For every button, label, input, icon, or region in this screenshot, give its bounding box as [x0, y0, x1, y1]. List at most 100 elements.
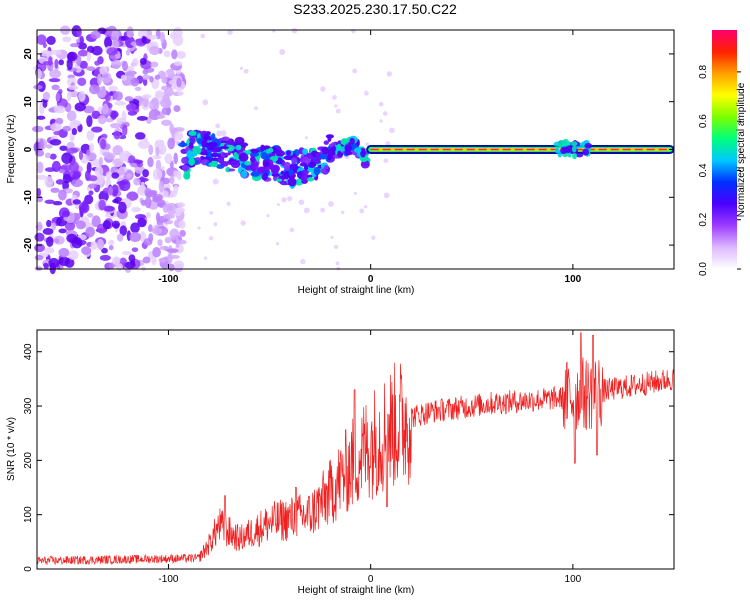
- noise-blob: [160, 166, 165, 171]
- spectrogram-x-ticks: -100 0 100: [158, 30, 582, 285]
- noise-blob: [78, 201, 90, 214]
- noise-blob: [36, 195, 44, 203]
- noise-blob: [144, 188, 153, 198]
- noise-dot: [383, 192, 390, 199]
- noise-blob: [44, 247, 55, 254]
- noise-blob: [113, 91, 123, 101]
- scatter-blob: [222, 152, 231, 156]
- noise-dot: [385, 140, 391, 147]
- scatter-blob: [217, 155, 225, 164]
- noise-blob: [137, 187, 143, 195]
- scatter-blob: [189, 136, 196, 144]
- scatter-blob: [241, 170, 248, 178]
- noise-blob: [127, 110, 138, 116]
- noise-blob: [156, 114, 166, 119]
- noise-blob: [167, 137, 176, 150]
- noise-blob: [66, 58, 73, 71]
- noise-blob: [158, 257, 167, 263]
- x-tick-label: -100: [158, 274, 178, 285]
- noise-blob: [152, 104, 158, 111]
- noise-blob: [138, 139, 150, 149]
- noise-blob: [34, 254, 44, 261]
- scatter-blob: [354, 147, 362, 154]
- noise-blob: [76, 28, 82, 38]
- noise-dot: [287, 196, 293, 202]
- noise-blob: [156, 143, 167, 156]
- noise-blob: [104, 36, 113, 49]
- noise-blob: [169, 228, 180, 240]
- noise-blob: [139, 57, 147, 65]
- x-tick-label: 0: [368, 574, 374, 585]
- burst-blob: [570, 141, 578, 147]
- noise-blob: [79, 35, 84, 46]
- noise-blob: [154, 74, 161, 80]
- noise-blob: [161, 106, 172, 116]
- noise-blob: [48, 78, 61, 83]
- noise-blob: [146, 34, 159, 40]
- noise-dot: [333, 244, 339, 250]
- noise-blob: [90, 159, 102, 167]
- noise-dot: [243, 68, 249, 74]
- noise-blob: [49, 138, 62, 146]
- noise-blob: [66, 141, 75, 149]
- burst-blob: [572, 152, 578, 160]
- snr-panel: -100 0 100 0 100 200 300 400 Height of straigh…: [6, 329, 675, 596]
- noise-blob: [108, 185, 113, 196]
- noise-dot: [212, 178, 219, 185]
- noise-blob: [51, 84, 60, 91]
- noise-blob: [69, 119, 78, 131]
- noise-blob: [91, 215, 101, 228]
- noise-blob: [157, 239, 163, 247]
- noise-blob: [58, 168, 66, 174]
- scatter-blob: [275, 178, 283, 182]
- noise-blob: [72, 199, 82, 205]
- noise-blob: [69, 43, 80, 48]
- scatter-blob: [221, 136, 230, 141]
- scatter-blob: [328, 143, 334, 148]
- scatter-blob: [238, 152, 249, 162]
- noise-blob: [101, 247, 108, 254]
- x-tick-label: 0: [368, 274, 374, 285]
- scatter-blob: [233, 152, 238, 157]
- scatter-blob: [178, 142, 188, 147]
- noise-blob: [158, 180, 165, 193]
- noise-blob: [62, 173, 72, 184]
- noise-dot: [328, 201, 334, 207]
- noise-blob: [58, 247, 70, 258]
- noise-blob: [42, 42, 47, 49]
- noise-dot: [365, 142, 370, 147]
- scatter-blob: [200, 151, 210, 156]
- burst-blob: [571, 145, 577, 153]
- scatter-blob: [234, 136, 245, 145]
- noise-blob: [87, 212, 94, 218]
- noise-blob: [136, 116, 148, 121]
- noise-dot: [227, 29, 233, 36]
- noise-blob: [86, 66, 96, 71]
- noise-dot: [200, 33, 206, 39]
- noise-blob: [125, 173, 132, 179]
- scatter-blob: [228, 168, 236, 172]
- scatter-blob: [183, 171, 191, 180]
- scatter-blob: [188, 130, 197, 136]
- noise-blob: [42, 91, 51, 101]
- figure-title: S233.2025.230.17.50.C22: [293, 1, 457, 17]
- noise-blob: [88, 190, 94, 196]
- noise-blob: [67, 85, 79, 91]
- noise-dot: [291, 27, 298, 34]
- noise-blob: [111, 184, 119, 197]
- noise-blob: [108, 85, 118, 92]
- noise-blob: [163, 50, 171, 58]
- noise-blob: [137, 218, 147, 228]
- noise-blob: [130, 222, 140, 234]
- burst-blob: [575, 152, 584, 158]
- noise-blob: [98, 156, 104, 166]
- noise-blob: [86, 115, 93, 128]
- noise-blob: [44, 199, 55, 204]
- scatter-blob: [263, 172, 269, 177]
- noise-blob: [172, 27, 183, 38]
- scatter-blob: [219, 145, 229, 150]
- noise-blob: [55, 92, 61, 102]
- noise-blob: [75, 220, 86, 230]
- scatter-blob: [327, 135, 332, 143]
- colorbar-tick-label: 0.0: [698, 262, 709, 276]
